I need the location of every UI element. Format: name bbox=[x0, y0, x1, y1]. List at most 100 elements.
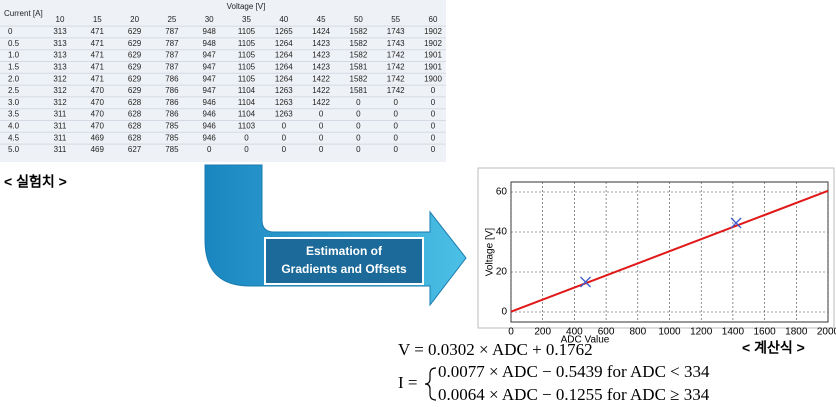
table-cell: 1104 bbox=[238, 86, 256, 95]
x-tick-label: 1800 bbox=[785, 327, 808, 338]
table-cell: 313 bbox=[53, 63, 67, 72]
row-header: 3.0 bbox=[8, 98, 20, 107]
table-cell: 0 bbox=[282, 145, 287, 154]
data-point bbox=[580, 276, 591, 288]
row-header: 1.5 bbox=[8, 63, 20, 72]
table-cell: 0 bbox=[282, 133, 287, 142]
arrow-label: Estimation of bbox=[306, 244, 383, 258]
table-cell: 1423 bbox=[312, 51, 330, 60]
table-cell: 1423 bbox=[312, 63, 330, 72]
table-cell: 629 bbox=[128, 51, 142, 60]
table-cell: 311 bbox=[54, 122, 67, 131]
table-cell: 1263 bbox=[275, 110, 293, 119]
y-axis-label: Voltage [V] bbox=[485, 228, 496, 277]
table-cell: 1902 bbox=[424, 39, 442, 48]
table-cell: 1743 bbox=[387, 39, 405, 48]
row-header: 0 bbox=[8, 27, 13, 36]
table-cell: 1103 bbox=[238, 122, 256, 131]
data-point bbox=[730, 217, 742, 229]
table-cell: 1423 bbox=[312, 39, 330, 48]
table-cell: 1105 bbox=[238, 63, 256, 72]
table-cell: 471 bbox=[91, 74, 105, 83]
table-cell: 787 bbox=[165, 39, 179, 48]
column-header: 20 bbox=[130, 15, 139, 24]
table-cell: 0 bbox=[282, 122, 287, 131]
table-cell: 1742 bbox=[387, 74, 405, 83]
table-cell: 470 bbox=[91, 98, 105, 107]
column-header: 30 bbox=[205, 15, 214, 24]
column-header: 15 bbox=[93, 15, 102, 24]
table-cell: 1105 bbox=[238, 39, 256, 48]
equation-v: V = 0.0302 × ADC + 0.1762 bbox=[398, 340, 593, 359]
table-cell: 311 bbox=[54, 110, 67, 119]
x-tick-label: 400 bbox=[566, 327, 583, 338]
column-header: 25 bbox=[167, 15, 176, 24]
row-header: 3.5 bbox=[8, 110, 20, 119]
table-cell: 946 bbox=[203, 122, 217, 131]
x-tick-label: 800 bbox=[629, 327, 646, 338]
table-cell: 0 bbox=[393, 133, 398, 142]
table-cell: 627 bbox=[128, 145, 142, 154]
table-cell: 0 bbox=[431, 145, 436, 154]
table-cell: 946 bbox=[203, 110, 217, 119]
column-header: 50 bbox=[354, 15, 363, 24]
row-header: 2.0 bbox=[8, 74, 20, 83]
table-cell: 0 bbox=[356, 122, 361, 131]
table-cell: 1422 bbox=[312, 98, 330, 107]
table-cell: 0 bbox=[319, 110, 324, 119]
x-tick-label: 600 bbox=[598, 327, 615, 338]
table-cell: 628 bbox=[128, 98, 142, 107]
table-cell: 469 bbox=[91, 133, 105, 142]
table-cell: 0 bbox=[393, 122, 398, 131]
table-group-header: Voltage [V] bbox=[227, 2, 266, 11]
table-cell: 0 bbox=[393, 110, 398, 119]
table-cell: 1105 bbox=[238, 51, 256, 60]
column-header: 10 bbox=[56, 15, 65, 24]
y-tick-label: 0 bbox=[501, 307, 507, 318]
table-cell: 948 bbox=[203, 27, 217, 36]
table-cell: 313 bbox=[53, 39, 67, 48]
table-cell: 1581 bbox=[350, 63, 368, 72]
table-cell: 1902 bbox=[424, 27, 442, 36]
table-cell: 0 bbox=[207, 145, 212, 154]
table-corner: Current [A] bbox=[4, 9, 43, 18]
table-cell: 785 bbox=[165, 133, 179, 142]
table-cell: 311 bbox=[54, 133, 67, 142]
table-cell: 312 bbox=[53, 74, 67, 83]
table-cell: 311 bbox=[54, 145, 67, 154]
table-cell: 1422 bbox=[312, 74, 330, 83]
column-header: 60 bbox=[429, 15, 438, 24]
table-cell: 787 bbox=[165, 63, 179, 72]
table-cell: 946 bbox=[203, 133, 217, 142]
table-cell: 0 bbox=[356, 98, 361, 107]
table-caption: < 실험치 > bbox=[4, 174, 67, 190]
table-cell: 0 bbox=[319, 133, 324, 142]
table-cell: 469 bbox=[91, 145, 105, 154]
table-cell: 471 bbox=[91, 27, 105, 36]
column-header: 55 bbox=[391, 15, 400, 24]
table-cell: 312 bbox=[53, 98, 67, 107]
table-cell: 1263 bbox=[275, 86, 293, 95]
column-header: 45 bbox=[317, 15, 326, 24]
table-cell: 0 bbox=[431, 110, 436, 119]
table-cell: 947 bbox=[203, 51, 217, 60]
table-cell: 1264 bbox=[275, 39, 293, 48]
table-cell: 1424 bbox=[312, 27, 330, 36]
table-cell: 786 bbox=[165, 110, 179, 119]
table-cell: 1264 bbox=[275, 63, 293, 72]
table-cell: 313 bbox=[53, 27, 67, 36]
x-tick-label: 1600 bbox=[753, 327, 776, 338]
table-cell: 946 bbox=[203, 98, 217, 107]
x-tick-label: 1000 bbox=[658, 327, 681, 338]
table-cell: 1582 bbox=[350, 39, 368, 48]
table-cell: 787 bbox=[165, 51, 179, 60]
x-tick-label: 200 bbox=[534, 327, 551, 338]
table-cell: 1582 bbox=[350, 74, 368, 83]
table-cell: 628 bbox=[128, 122, 142, 131]
table-cell: 1900 bbox=[424, 74, 442, 83]
equation-i-case: 0.0077 × ADC − 0.5439 for ADC < 334 bbox=[438, 362, 710, 381]
table-cell: 629 bbox=[128, 63, 142, 72]
table-cell: 1901 bbox=[424, 63, 442, 72]
table-cell: 0 bbox=[393, 98, 398, 107]
table-cell: 628 bbox=[128, 110, 142, 119]
